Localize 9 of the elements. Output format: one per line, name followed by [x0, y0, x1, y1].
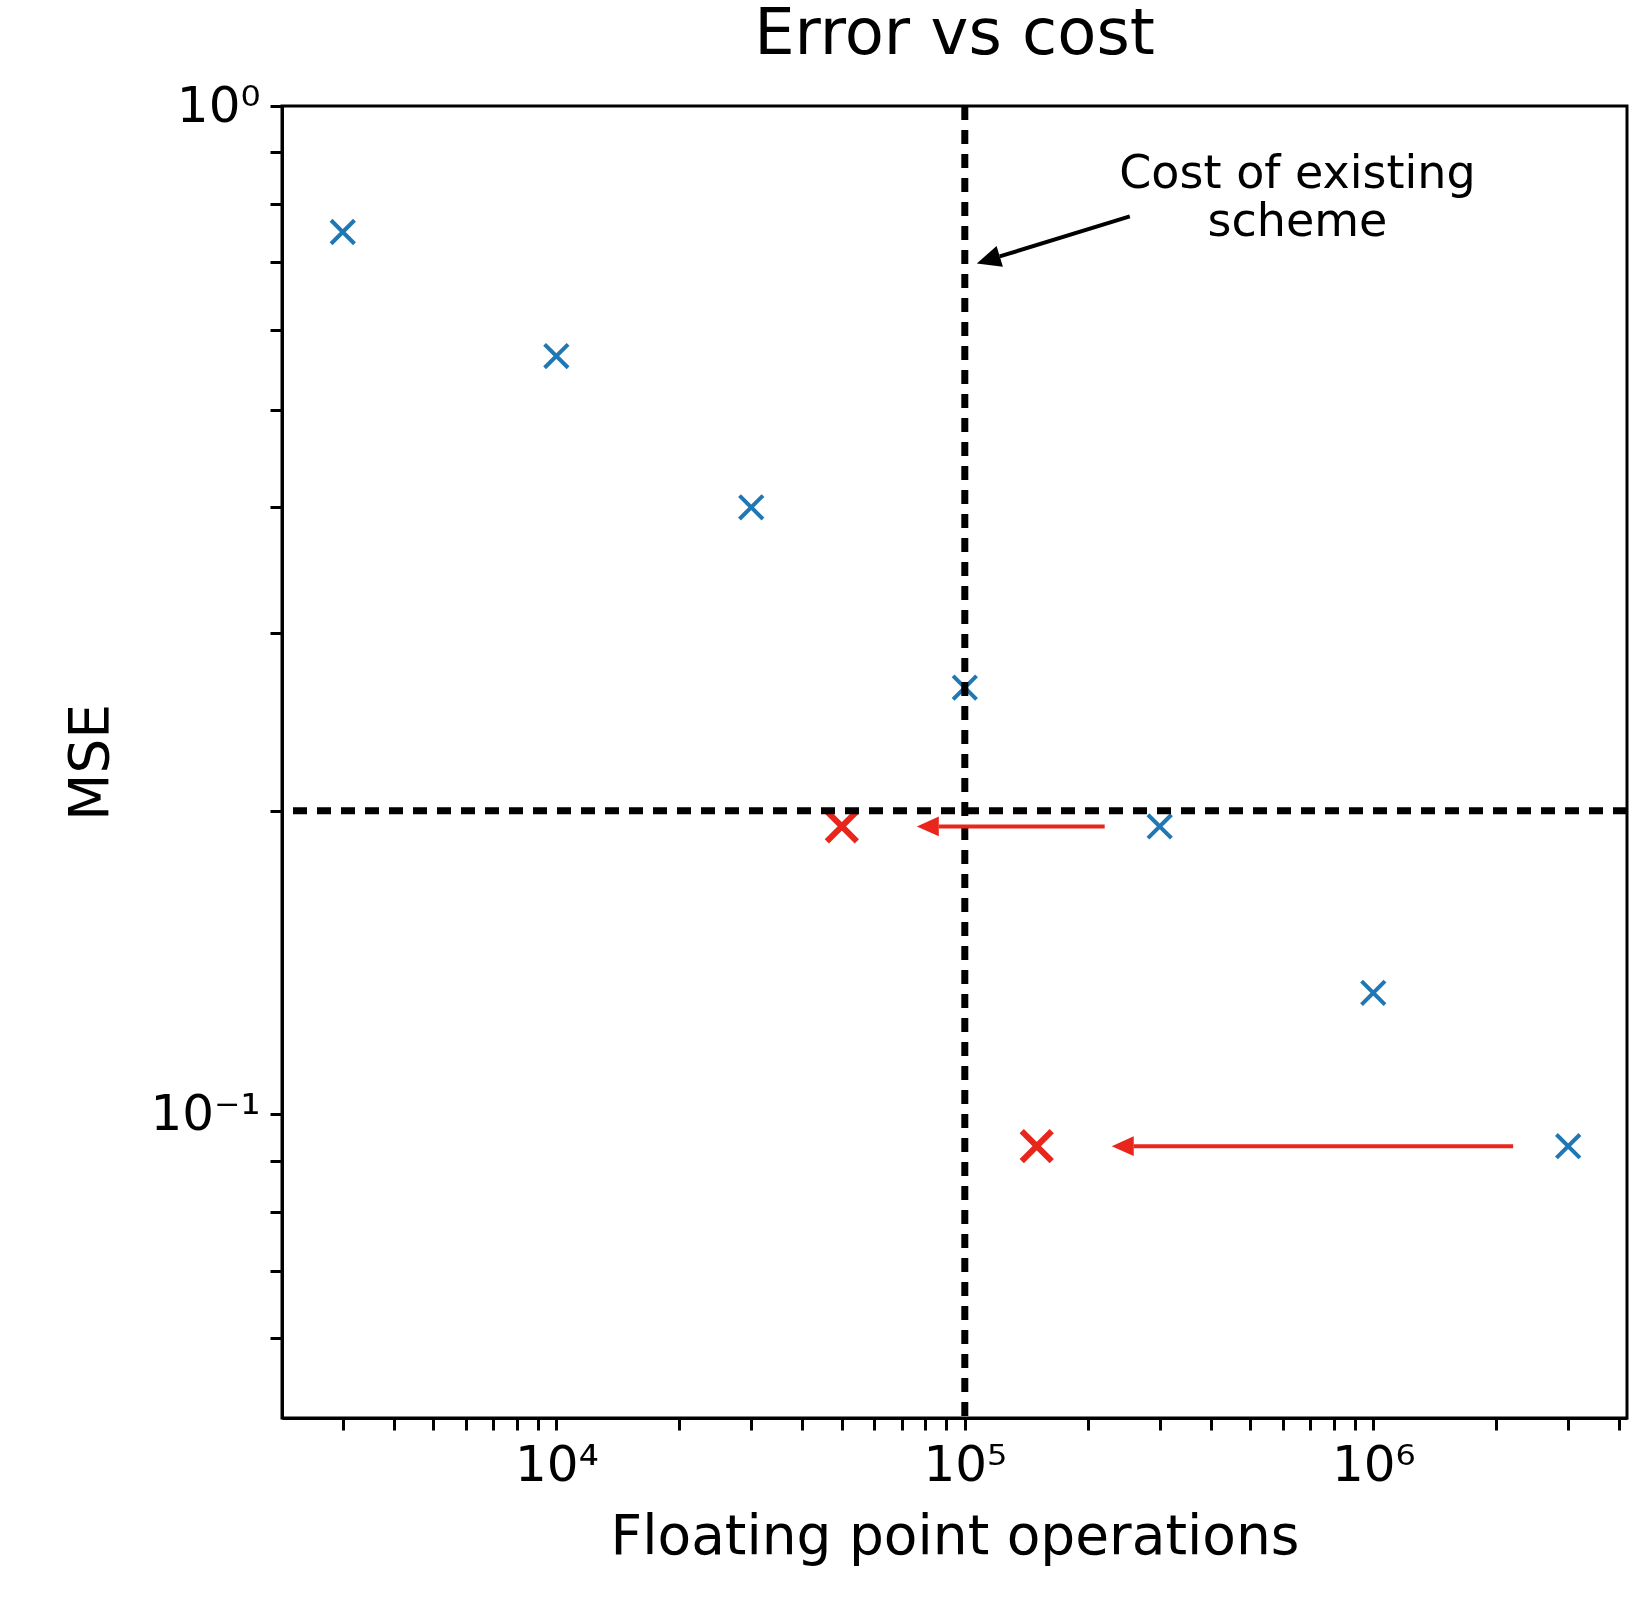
chart-title: Error vs cost	[754, 0, 1155, 69]
y-tick-label: 10⁻¹	[150, 1083, 261, 1142]
x-tick-label: 10⁶	[1331, 1434, 1416, 1493]
y-tick-label: 10⁰	[176, 75, 261, 134]
annotation: Cost of existing scheme	[1119, 144, 1476, 247]
x-tick-label: 10⁵	[923, 1434, 1008, 1493]
x-tick-label: 10⁴	[515, 1434, 599, 1493]
y-axis-title: MSE	[57, 703, 122, 822]
x-axis-title: Floating point operations	[610, 1502, 1300, 1567]
